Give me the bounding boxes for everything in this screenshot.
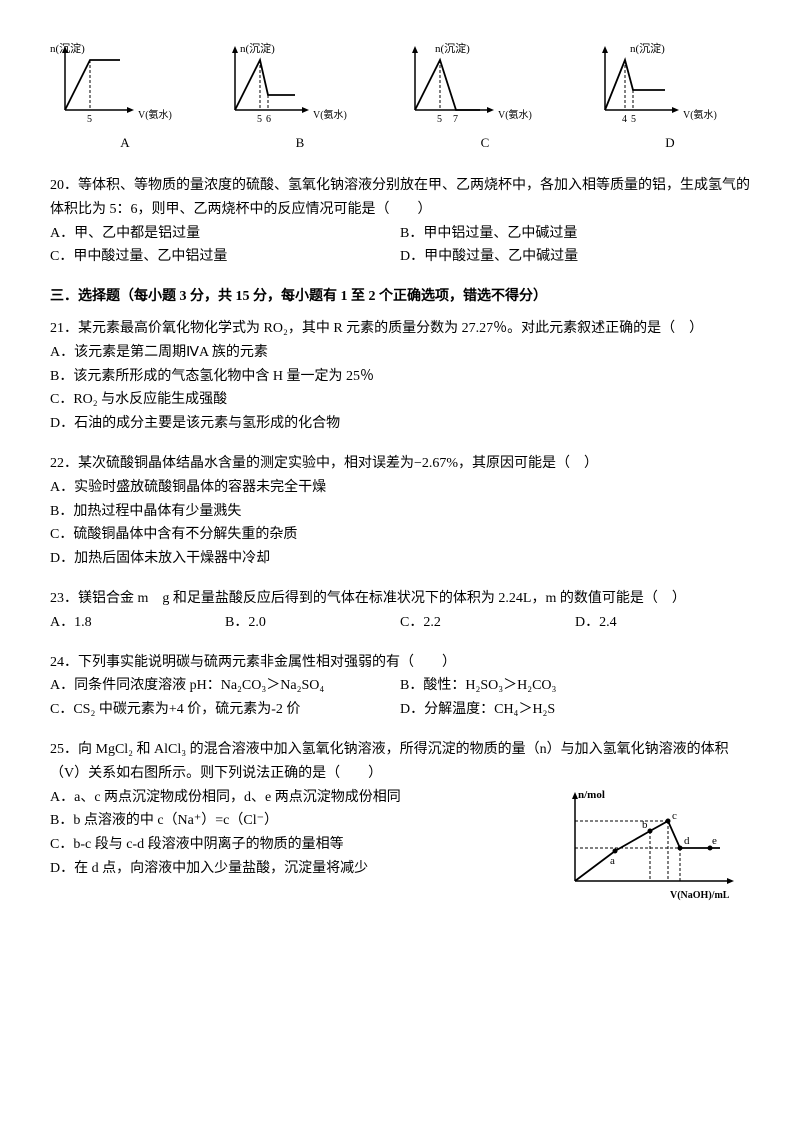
q25-xlabel: V(NaOH)/mL [670, 890, 730, 901]
q24-text: 下列事实能说明碳与硫两元素非金属性相对强弱的有（ ） [78, 655, 456, 670]
q24-optA: A．同条件同浓度溶液 pH：Na₂CO₃＞Na₂SO₄ [50, 674, 400, 698]
question-25: 25．向 MgCl₂ 和 AlCl₃ 的混合溶液中加入氢氧化钠溶液，所得沉淀的物… [50, 738, 750, 906]
q22-num: 22． [50, 456, 78, 471]
graph-a-tick: 5 [87, 114, 92, 125]
q20-optC: C．甲中酸过量、乙中铝过量 [50, 245, 400, 269]
q24-num: 24． [50, 655, 78, 670]
q23-text: 镁铝合金 m g 和足量盐酸反应后得到的气体在标准状况下的体积为 2.24L，m… [78, 591, 686, 606]
graph-d-tick2: 5 [631, 114, 636, 125]
graph-a-label: A [50, 132, 200, 154]
q21-optB: B．该元素所形成的气态氢化物中含 H 量一定为 25％ [50, 365, 750, 389]
q25-svg: n/mol a b c [560, 786, 750, 906]
q20-num: 20． [50, 178, 78, 193]
question-23: 23．镁铝合金 m g 和足量盐酸反应后得到的气体在标准状况下的体积为 2.24… [50, 587, 750, 635]
q22-optA: A．实验时盛放硫酸铜晶体的容器未完全干燥 [50, 476, 750, 500]
q23-num: 23． [50, 591, 78, 606]
q21-optC: C．RO₂ 与水反应能生成强酸 [50, 388, 750, 412]
question-21: 21．某元素最高价氧化物化学式为 RO₂，其中 R 元素的质量分数为 27.27… [50, 317, 750, 436]
graph-d-xlabel: V(氨水) [683, 108, 717, 121]
graph-b-svg: n(沉淀) 5 6 V(氨水) [220, 40, 380, 130]
graph-a: n(沉淀) 5 V(氨水) A [50, 40, 200, 154]
graph-c-label: C [400, 132, 570, 154]
graph-b-label: B [220, 132, 380, 154]
graph-d: n(沉淀) 4 5 V(氨水) D [590, 40, 750, 154]
q24-optC: C．CS₂ 中碳元素为+4 价，硫元素为-2 价 [50, 698, 400, 722]
graph-d-ylabel: n(沉淀) [630, 41, 665, 55]
q21-text: 某元素最高价氧化物化学式为 RO₂，其中 R 元素的质量分数为 27.27％。对… [78, 321, 703, 336]
graph-b: n(沉淀) 5 6 V(氨水) B [220, 40, 380, 154]
q23-optB: B．2.0 [225, 611, 400, 635]
graph-c: n(沉淀) 5 7 V(氨水) C [400, 40, 570, 154]
graph-a-svg: n(沉淀) 5 V(氨水) [50, 40, 200, 130]
q25-pt-d: d [684, 835, 690, 847]
q22-optC: C．硫酸铜晶体中含有不分解失重的杂质 [50, 523, 750, 547]
graphs-abcd: n(沉淀) 5 V(氨水) A n(沉淀) 5 6 V(氨水) B [50, 40, 750, 154]
q25-text: 向 MgCl₂ 和 AlCl₃ 的混合溶液中加入氢氧化钠溶液，所得沉淀的物质的量… [50, 742, 729, 781]
graph-b-tick2: 6 [266, 114, 271, 125]
graph-b-xlabel: V(氨水) [313, 108, 347, 121]
q25-num: 25． [50, 742, 78, 757]
graph-c-ylabel: n(沉淀) [435, 41, 470, 55]
graph-c-tick2: 7 [453, 114, 458, 125]
q21-optA: A．该元素是第二周期ⅣA 族的元素 [50, 341, 750, 365]
q25-optC: C．b-c 段与 c-d 段溶液中阴离子的物质的量相等 [50, 833, 560, 857]
q25-optD: D．在 d 点，向溶液中加入少量盐酸，沉淀量将减少 [50, 857, 560, 881]
graph-b-ylabel: n(沉淀) [240, 41, 275, 55]
q24-optB: B．酸性：H₂SO₃＞H₂CO₃ [400, 674, 750, 698]
q25-optB: B．b 点溶液的中 c（Na⁺）=c（Cl⁻） [50, 809, 560, 833]
q25-optA: A．a、c 两点沉淀物成份相同，d、e 两点沉淀物成份相同 [50, 786, 560, 810]
q22-optB: B．加热过程中晶体有少量溅失 [50, 500, 750, 524]
section-3-title: 三．选择题（每小题 3 分，共 15 分，每小题有 1 至 2 个正确选项，错选… [50, 285, 750, 309]
graph-d-svg: n(沉淀) 4 5 V(氨水) [590, 40, 750, 130]
q23-optD: D．2.4 [575, 611, 750, 635]
graph-c-xlabel: V(氨水) [498, 108, 532, 121]
graph-c-tick1: 5 [437, 114, 442, 125]
q22-text: 某次硫酸铜晶体结晶水含量的测定实验中，相对误差为−2.67%，其原因可能是（ ） [78, 456, 598, 471]
q21-num: 21． [50, 321, 78, 336]
q24-optD: D．分解温度：CH₄＞H₂S [400, 698, 750, 722]
q25-pt-e: e [712, 835, 717, 847]
graph-a-xlabel: V(氨水) [138, 108, 172, 121]
q21-optD: D．石油的成分主要是该元素与氢形成的化合物 [50, 412, 750, 436]
question-20: 20．等体积、等物质的量浓度的硫酸、氢氧化钠溶液分别放在甲、乙两烧杯中，各加入相… [50, 174, 750, 269]
q25-pt-b: b [642, 819, 648, 831]
q20-optD: D．甲中酸过量、乙中碱过量 [400, 245, 750, 269]
q25-pt-a: a [610, 855, 615, 867]
graph-d-tick1: 4 [622, 114, 627, 125]
graph-d-label: D [590, 132, 750, 154]
q20-optA: A．甲、乙中都是铝过量 [50, 222, 400, 246]
q23-optC: C．2.2 [400, 611, 575, 635]
graph-c-svg: n(沉淀) 5 7 V(氨水) [400, 40, 570, 130]
q25-ylabel: n/mol [578, 789, 605, 801]
q20-optB: B．甲中铝过量、乙中碱过量 [400, 222, 750, 246]
q20-text: 等体积、等物质的量浓度的硫酸、氢氧化钠溶液分别放在甲、乙两烧杯中，各加入相等质量… [50, 178, 750, 217]
question-24: 24．下列事实能说明碳与硫两元素非金属性相对强弱的有（ ） A．同条件同浓度溶液… [50, 651, 750, 722]
q25-graph: n/mol a b c [560, 786, 750, 906]
question-22: 22．某次硫酸铜晶体结晶水含量的测定实验中，相对误差为−2.67%，其原因可能是… [50, 452, 750, 571]
q25-pt-c: c [672, 810, 677, 822]
q23-optA: A．1.8 [50, 611, 225, 635]
graph-b-tick1: 5 [257, 114, 262, 125]
q22-optD: D．加热后固体未放入干燥器中冷却 [50, 547, 750, 571]
